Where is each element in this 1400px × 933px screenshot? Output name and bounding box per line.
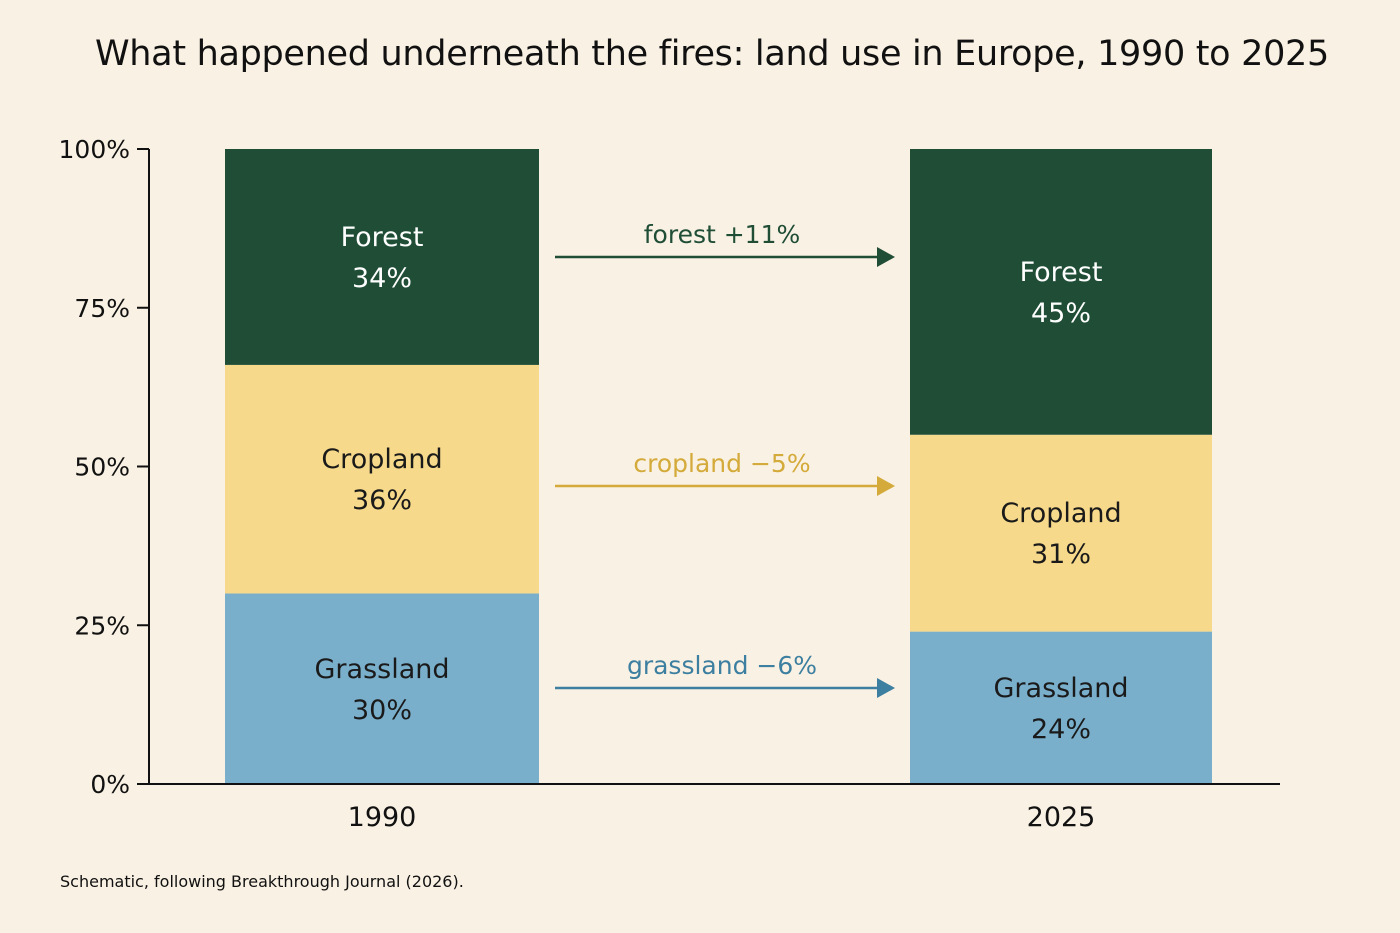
y-tick-label: 100% xyxy=(59,135,130,164)
segment-value-label: 45% xyxy=(1031,298,1091,329)
axes: 1990 2025 0% 25% 50% 75% 100% xyxy=(59,135,1280,833)
segment-name-label: Cropland xyxy=(321,444,442,475)
chart-title: What happened underneath the fires: land… xyxy=(94,34,1329,74)
bar-segment-cropland-1990 xyxy=(225,364,539,594)
segment-value-label: 30% xyxy=(352,695,412,726)
y-tick-label: 50% xyxy=(74,453,130,482)
change-label: forest +11% xyxy=(644,220,801,249)
segment-name-label: Grassland xyxy=(315,654,450,685)
footnote: Schematic, following Breakthrough Journa… xyxy=(60,872,464,891)
segment-name-label: Grassland xyxy=(994,673,1129,704)
change-annotations: forest +11% cropland −5% grassland −6% xyxy=(555,220,895,698)
change-arrow-head xyxy=(877,476,895,496)
bar-segment-grassland-1990 xyxy=(225,593,539,784)
y-tick-label: 25% xyxy=(74,611,130,640)
bars-layer: Grassland 30% Cropland 36% Forest 34% Grasslan… xyxy=(225,149,1212,784)
x-tick-label: 1990 xyxy=(348,802,417,833)
bar-segment-grassland-2025 xyxy=(910,631,1212,784)
segment-value-label: 24% xyxy=(1031,714,1091,745)
bar-segment-forest-1990 xyxy=(225,149,539,365)
y-tick-label: 0% xyxy=(90,770,130,799)
y-tick-label: 75% xyxy=(74,294,130,323)
change-label: cropland −5% xyxy=(633,449,810,478)
change-label: grassland −6% xyxy=(627,651,817,680)
segment-name-label: Forest xyxy=(1020,257,1103,288)
change-arrow-head xyxy=(877,678,895,698)
change-arrow-head xyxy=(877,247,895,267)
segment-value-label: 31% xyxy=(1031,539,1091,570)
segment-value-label: 36% xyxy=(352,485,412,516)
segment-value-label: 34% xyxy=(352,263,412,294)
bar-segment-cropland-2025 xyxy=(910,434,1212,632)
bar-segment-forest-2025 xyxy=(910,149,1212,435)
segment-name-label: Forest xyxy=(341,222,424,253)
segment-name-label: Cropland xyxy=(1000,498,1121,529)
x-tick-label: 2025 xyxy=(1027,802,1096,833)
